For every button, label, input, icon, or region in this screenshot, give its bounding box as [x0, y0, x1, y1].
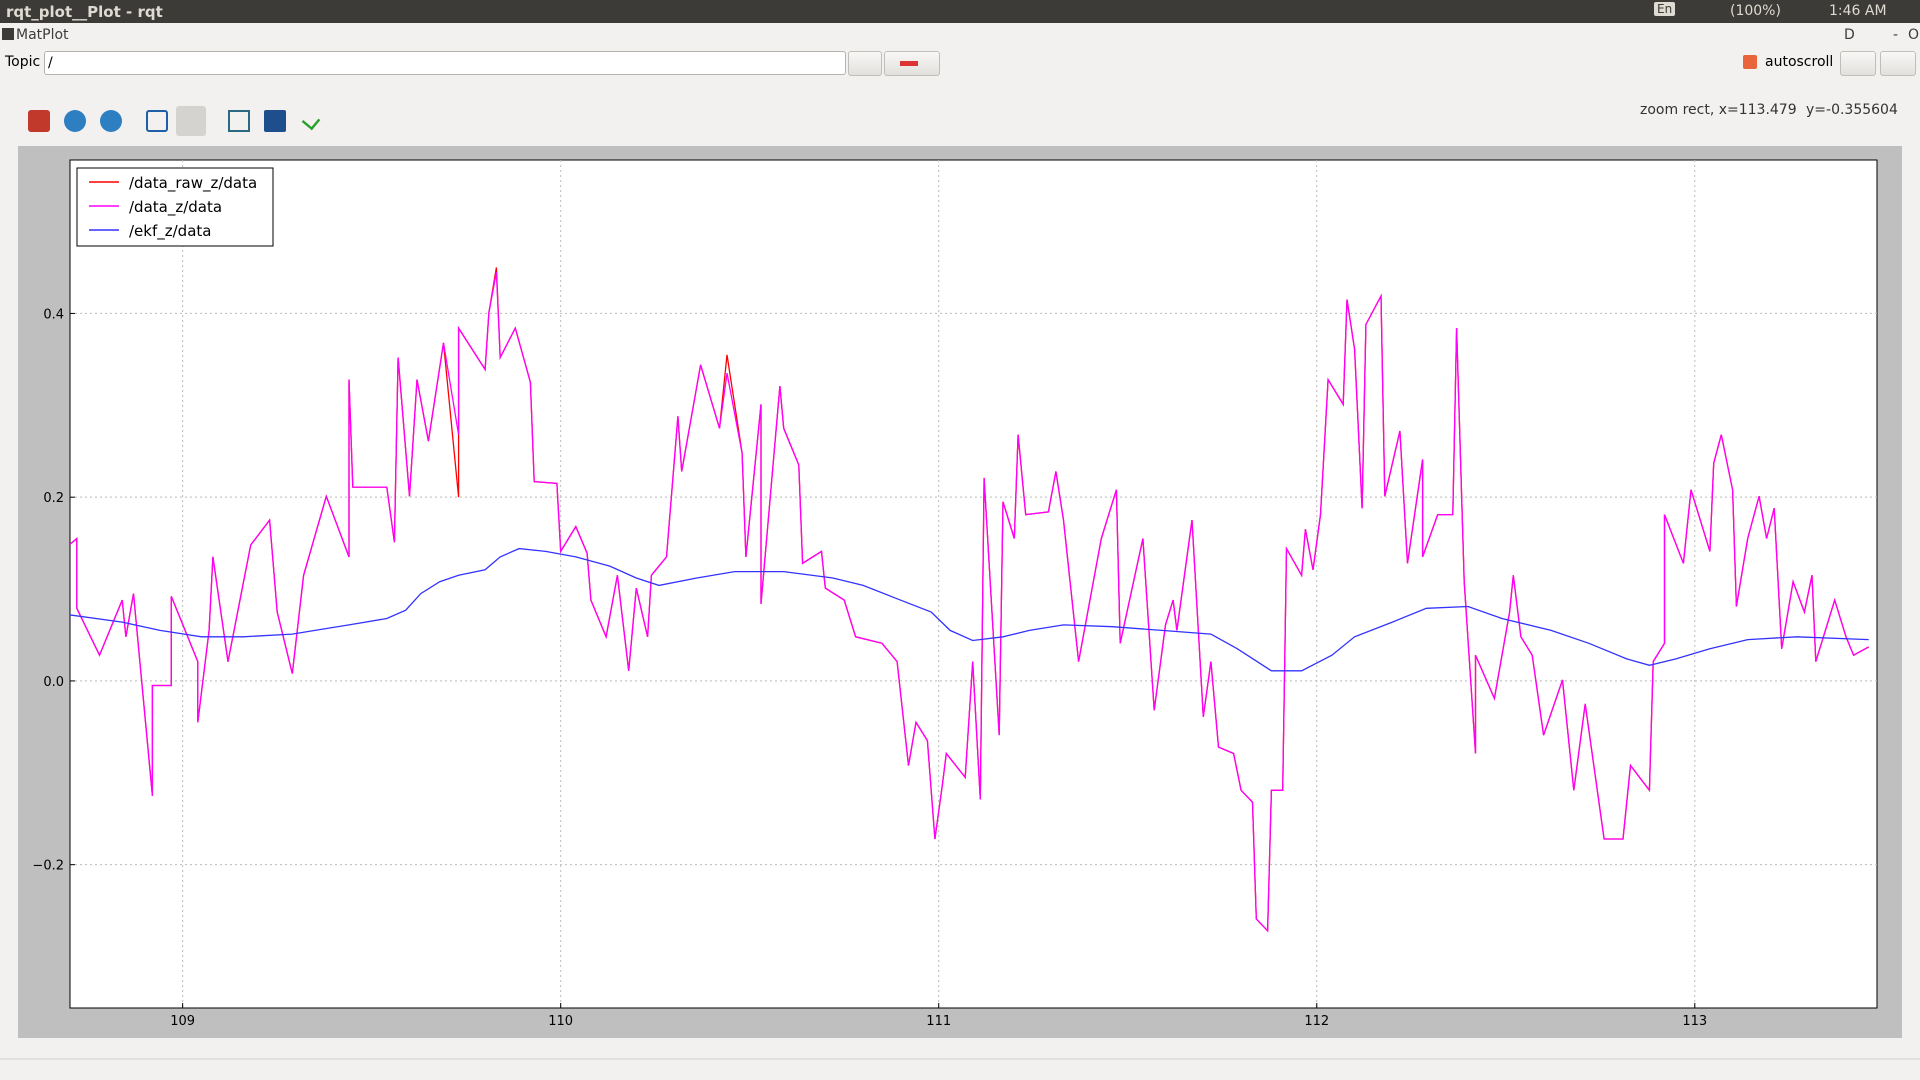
y-tick-label: 0.2	[43, 491, 64, 506]
save-button[interactable]	[264, 110, 286, 132]
home-button[interactable]	[28, 110, 50, 132]
plugin-icon	[2, 28, 14, 40]
y-tick-label: 0.4	[43, 307, 64, 322]
autoscroll-label[interactable]: autoscroll	[1765, 54, 1834, 70]
window-title: rqt_plot__Plot - rqt	[6, 3, 163, 21]
clear-button[interactable]	[1880, 51, 1916, 76]
clock[interactable]: 1:46 AM	[1829, 3, 1887, 19]
battery-indicator[interactable]: (100%)	[1730, 3, 1781, 19]
cursor-x: zoom rect, x=113.479	[1640, 102, 1797, 118]
topic-input[interactable]: /	[44, 51, 846, 75]
series-line	[70, 547, 1869, 672]
plugin-control[interactable]: D	[1844, 27, 1855, 43]
legend-box	[76, 167, 274, 247]
x-tick-label: 109	[170, 1014, 195, 1029]
legend-label: /ekf_z/data	[129, 222, 211, 241]
legend-label: /data_raw_z/data	[129, 174, 257, 193]
legend-label: /data_z/data	[129, 198, 222, 217]
cursor-y: y=-0.355604	[1806, 102, 1898, 118]
series-line	[70, 271, 1870, 933]
configure-button[interactable]	[228, 110, 250, 132]
plugin-title: MatPlot	[16, 27, 69, 43]
zoom-button[interactable]	[176, 106, 206, 136]
topic-label: Topic	[5, 54, 41, 70]
x-tick-label: 110	[548, 1014, 573, 1029]
keyboard-indicator[interactable]: En	[1654, 2, 1676, 16]
plugin-control[interactable]: -	[1893, 27, 1899, 43]
x-tick-label: 112	[1304, 1014, 1329, 1029]
add-button[interactable]	[848, 51, 882, 76]
remove-icon	[900, 61, 918, 66]
pan-button[interactable]	[146, 110, 168, 132]
plugin-control[interactable]: O	[1908, 27, 1920, 43]
title-bar: rqt_plot__Plot - rqt En (100%) 1:46 AM	[0, 0, 1920, 23]
back-button[interactable]	[64, 110, 86, 132]
forward-button[interactable]	[100, 110, 122, 132]
x-tick-label: 111	[926, 1014, 951, 1029]
x-tick-label: 113	[1682, 1014, 1707, 1029]
plot-area	[69, 159, 1878, 1009]
autoscroll-checkbox[interactable]	[1743, 55, 1757, 69]
toolbar	[24, 106, 324, 136]
y-tick-label: 0.0	[43, 675, 64, 690]
y-tick-label: −0.2	[32, 859, 64, 874]
pause-button[interactable]	[1840, 51, 1876, 76]
remove-button[interactable]	[884, 51, 940, 76]
plugin-header: MatPlot D - O	[0, 25, 1920, 49]
